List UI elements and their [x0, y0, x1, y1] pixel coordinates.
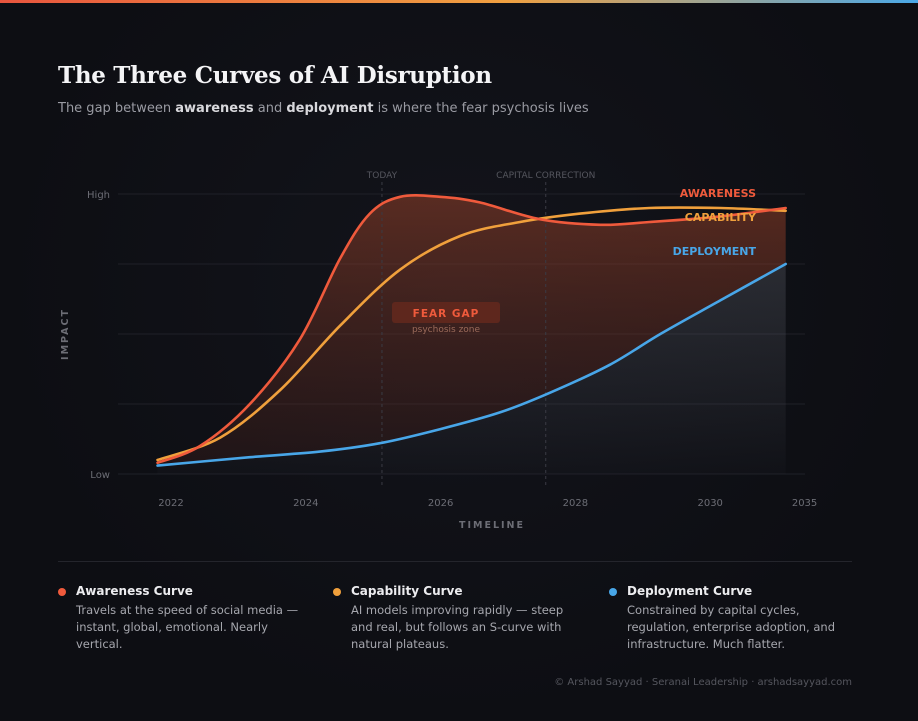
x-tick-label: 2024	[293, 498, 318, 509]
capability-dot-icon	[333, 588, 341, 596]
divider	[58, 561, 852, 562]
legend-title: Awareness Curve	[76, 584, 193, 598]
subtitle-text: The gap between	[58, 101, 176, 116]
legend-description: Constrained by capital cycles, regulatio…	[627, 603, 835, 651]
fear-gap-sublabel: psychosis zone	[412, 325, 481, 335]
page-title: The Three Curves of AI Disruption	[58, 62, 492, 89]
legend-description: Travels at the speed of social media — i…	[76, 603, 299, 651]
deployment-area	[157, 264, 786, 474]
marker-label: CAPITAL CORRECTION	[496, 171, 595, 181]
awareness-dot-icon	[58, 588, 66, 596]
subtitle-bold-awareness: awareness	[175, 101, 254, 116]
subtitle: The gap between awareness and deployment…	[58, 101, 589, 116]
x-axis-label: TIMELINE	[459, 520, 525, 531]
y-tick-label: Low	[90, 470, 110, 481]
legend-title: Deployment Curve	[627, 584, 753, 598]
x-tick-label: 2030	[697, 498, 722, 509]
legend-title: Capability Curve	[351, 584, 463, 598]
series-label-capability: CAPABILITY	[685, 211, 757, 224]
x-tick-label: 2028	[563, 498, 588, 509]
fear-gap-label: FEAR GAP	[413, 308, 480, 320]
series-line-capability	[156, 206, 787, 462]
y-axis-label: IMPACT	[60, 308, 71, 360]
series-line-deployment	[156, 262, 787, 467]
fear-gap-badge	[392, 302, 500, 323]
legend-description: AI models improving rapidly — steep and …	[351, 603, 564, 651]
series-label-awareness: AWARENESS	[680, 187, 756, 200]
y-tick-label: High	[87, 190, 110, 201]
x-tick-label: 2035	[792, 498, 817, 509]
legend-item-capability: Capability Curve AI models improving rap…	[333, 584, 583, 653]
series-line-awareness	[156, 194, 787, 465]
x-tick-label: 2022	[158, 498, 183, 509]
legend-item-deployment: Deployment Curve Constrained by capital …	[609, 584, 859, 653]
accent-bar	[0, 0, 918, 3]
copyright-footer: © Arshad Sayyad · Seranai Leadership · a…	[554, 677, 852, 688]
marker-label: TODAY	[366, 171, 398, 181]
fear-gap-area	[157, 195, 786, 466]
subtitle-text: and	[253, 101, 287, 116]
subtitle-text: is where the fear psychosis lives	[373, 101, 589, 116]
legend-item-awareness: Awareness Curve Travels at the speed of …	[58, 584, 308, 653]
deployment-dot-icon	[609, 588, 617, 596]
subtitle-bold-deployment: deployment	[286, 101, 374, 116]
x-tick-label: 2026	[428, 498, 453, 509]
series-label-deployment: DEPLOYMENT	[673, 245, 757, 258]
